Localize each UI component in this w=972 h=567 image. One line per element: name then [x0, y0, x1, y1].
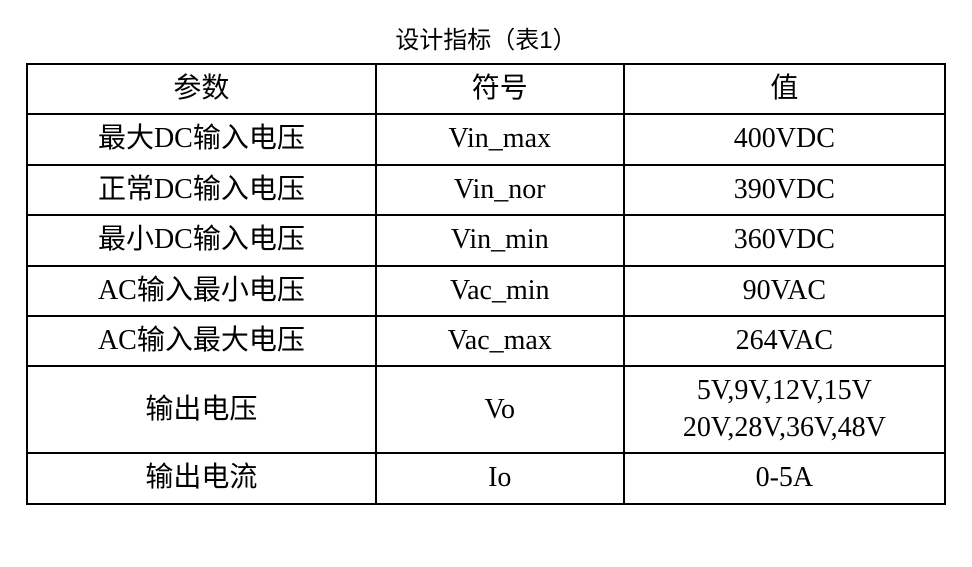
- header-symbol: 符号: [376, 64, 624, 114]
- cell-symbol: Vac_min: [376, 266, 624, 316]
- cell-symbol: Io: [376, 453, 624, 503]
- cell-value: 5V,9V,12V,15V 20V,28V,36V,48V: [624, 366, 945, 453]
- cell-param: 输出电压: [27, 366, 376, 453]
- cell-value: 400VDC: [624, 114, 945, 164]
- cell-symbol: Vin_max: [376, 114, 624, 164]
- table-row: 最大DC输入电压 Vin_max 400VDC: [27, 114, 945, 164]
- cell-param: 输出电流: [27, 453, 376, 503]
- spec-table: 参数 符号 值 最大DC输入电压 Vin_max 400VDC 正常DC输入电压…: [26, 63, 946, 505]
- table-title: 设计指标（表1）: [395, 20, 576, 55]
- table-row: 输出电压 Vo 5V,9V,12V,15V 20V,28V,36V,48V: [27, 366, 945, 453]
- cell-param: AC输入最大电压: [27, 316, 376, 366]
- table-row: 正常DC输入电压 Vin_nor 390VDC: [27, 165, 945, 215]
- table-row: 最小DC输入电压 Vin_min 360VDC: [27, 215, 945, 265]
- cell-param: 最大DC输入电压: [27, 114, 376, 164]
- cell-symbol: Vin_nor: [376, 165, 624, 215]
- cell-param: AC输入最小电压: [27, 266, 376, 316]
- cell-value: 0-5A: [624, 453, 945, 503]
- cell-symbol: Vin_min: [376, 215, 624, 265]
- cell-value: 264VAC: [624, 316, 945, 366]
- table-header-row: 参数 符号 值: [27, 64, 945, 114]
- table-row: 输出电流 Io 0-5A: [27, 453, 945, 503]
- cell-value: 390VDC: [624, 165, 945, 215]
- header-value: 值: [624, 64, 945, 114]
- cell-symbol: Vo: [376, 366, 624, 453]
- cell-param: 最小DC输入电压: [27, 215, 376, 265]
- cell-param: 正常DC输入电压: [27, 165, 376, 215]
- cell-value: 360VDC: [624, 215, 945, 265]
- cell-symbol: Vac_max: [376, 316, 624, 366]
- header-param: 参数: [27, 64, 376, 114]
- table-row: AC输入最大电压 Vac_max 264VAC: [27, 316, 945, 366]
- table-row: AC输入最小电压 Vac_min 90VAC: [27, 266, 945, 316]
- cell-value: 90VAC: [624, 266, 945, 316]
